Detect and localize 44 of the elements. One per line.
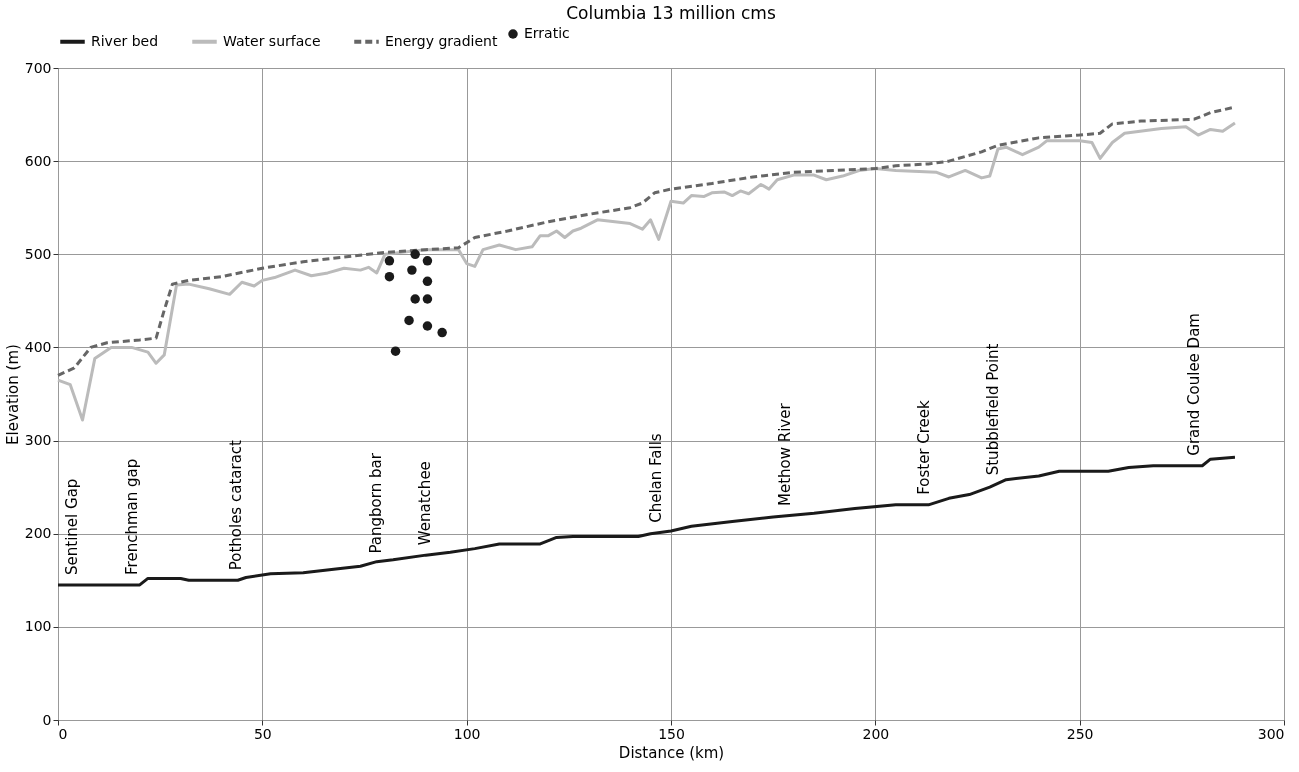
y-tick-label: 600 [24, 152, 52, 169]
point [407, 265, 417, 275]
annotation: Methow River [776, 402, 795, 507]
x-tick-label: 0 [58, 725, 68, 742]
y-tick-label: 200 [24, 525, 52, 542]
point [422, 256, 433, 266]
y-axis-title: Elevation (m) [3, 344, 22, 445]
x-tick-label: 300 [1257, 725, 1285, 742]
legend-label: Energy gradient [385, 32, 498, 49]
annotation: Frenchman gap [122, 458, 141, 575]
annotation: Stubblefield Point [984, 343, 1003, 476]
y-tick-label: 0 [42, 711, 52, 728]
point [384, 271, 395, 282]
x-axis-title: Distance (km) [618, 743, 725, 762]
x-tick-label: 200 [862, 725, 890, 742]
annotation: Wenatchee [415, 461, 434, 546]
point [422, 321, 433, 331]
legend-label: Water surface [223, 32, 321, 49]
point [390, 346, 401, 356]
annotation: Pangborn bar [366, 452, 385, 554]
x-tick-label: 100 [453, 725, 481, 742]
point [422, 276, 433, 287]
y-tick-label: 500 [24, 245, 52, 262]
legend-label: River bed [91, 32, 159, 49]
point [437, 327, 447, 338]
point [410, 294, 420, 304]
x-tick-label: 50 [253, 725, 272, 742]
annotation: Potholes cataract [227, 439, 246, 571]
x-tick-label: 150 [658, 725, 685, 742]
chart-title: Columbia 13 million cms [566, 3, 776, 23]
annotation: Chelan Falls [647, 433, 666, 523]
y-tick-label: 100 [24, 618, 52, 635]
legend-label: Erratic [524, 25, 570, 41]
y-tick-label: 700 [24, 59, 52, 76]
point [404, 315, 414, 326]
annotation: Foster Creek [915, 399, 934, 495]
y-tick-label: 400 [24, 338, 52, 355]
y-tick-label: 300 [24, 432, 52, 449]
point [422, 294, 433, 304]
annotation: Grand Coulee Dam [1185, 313, 1204, 456]
x-tick-label: 250 [1066, 725, 1094, 742]
point [384, 256, 395, 266]
point [410, 249, 420, 260]
annotation: Sentinel Gap [63, 478, 82, 575]
